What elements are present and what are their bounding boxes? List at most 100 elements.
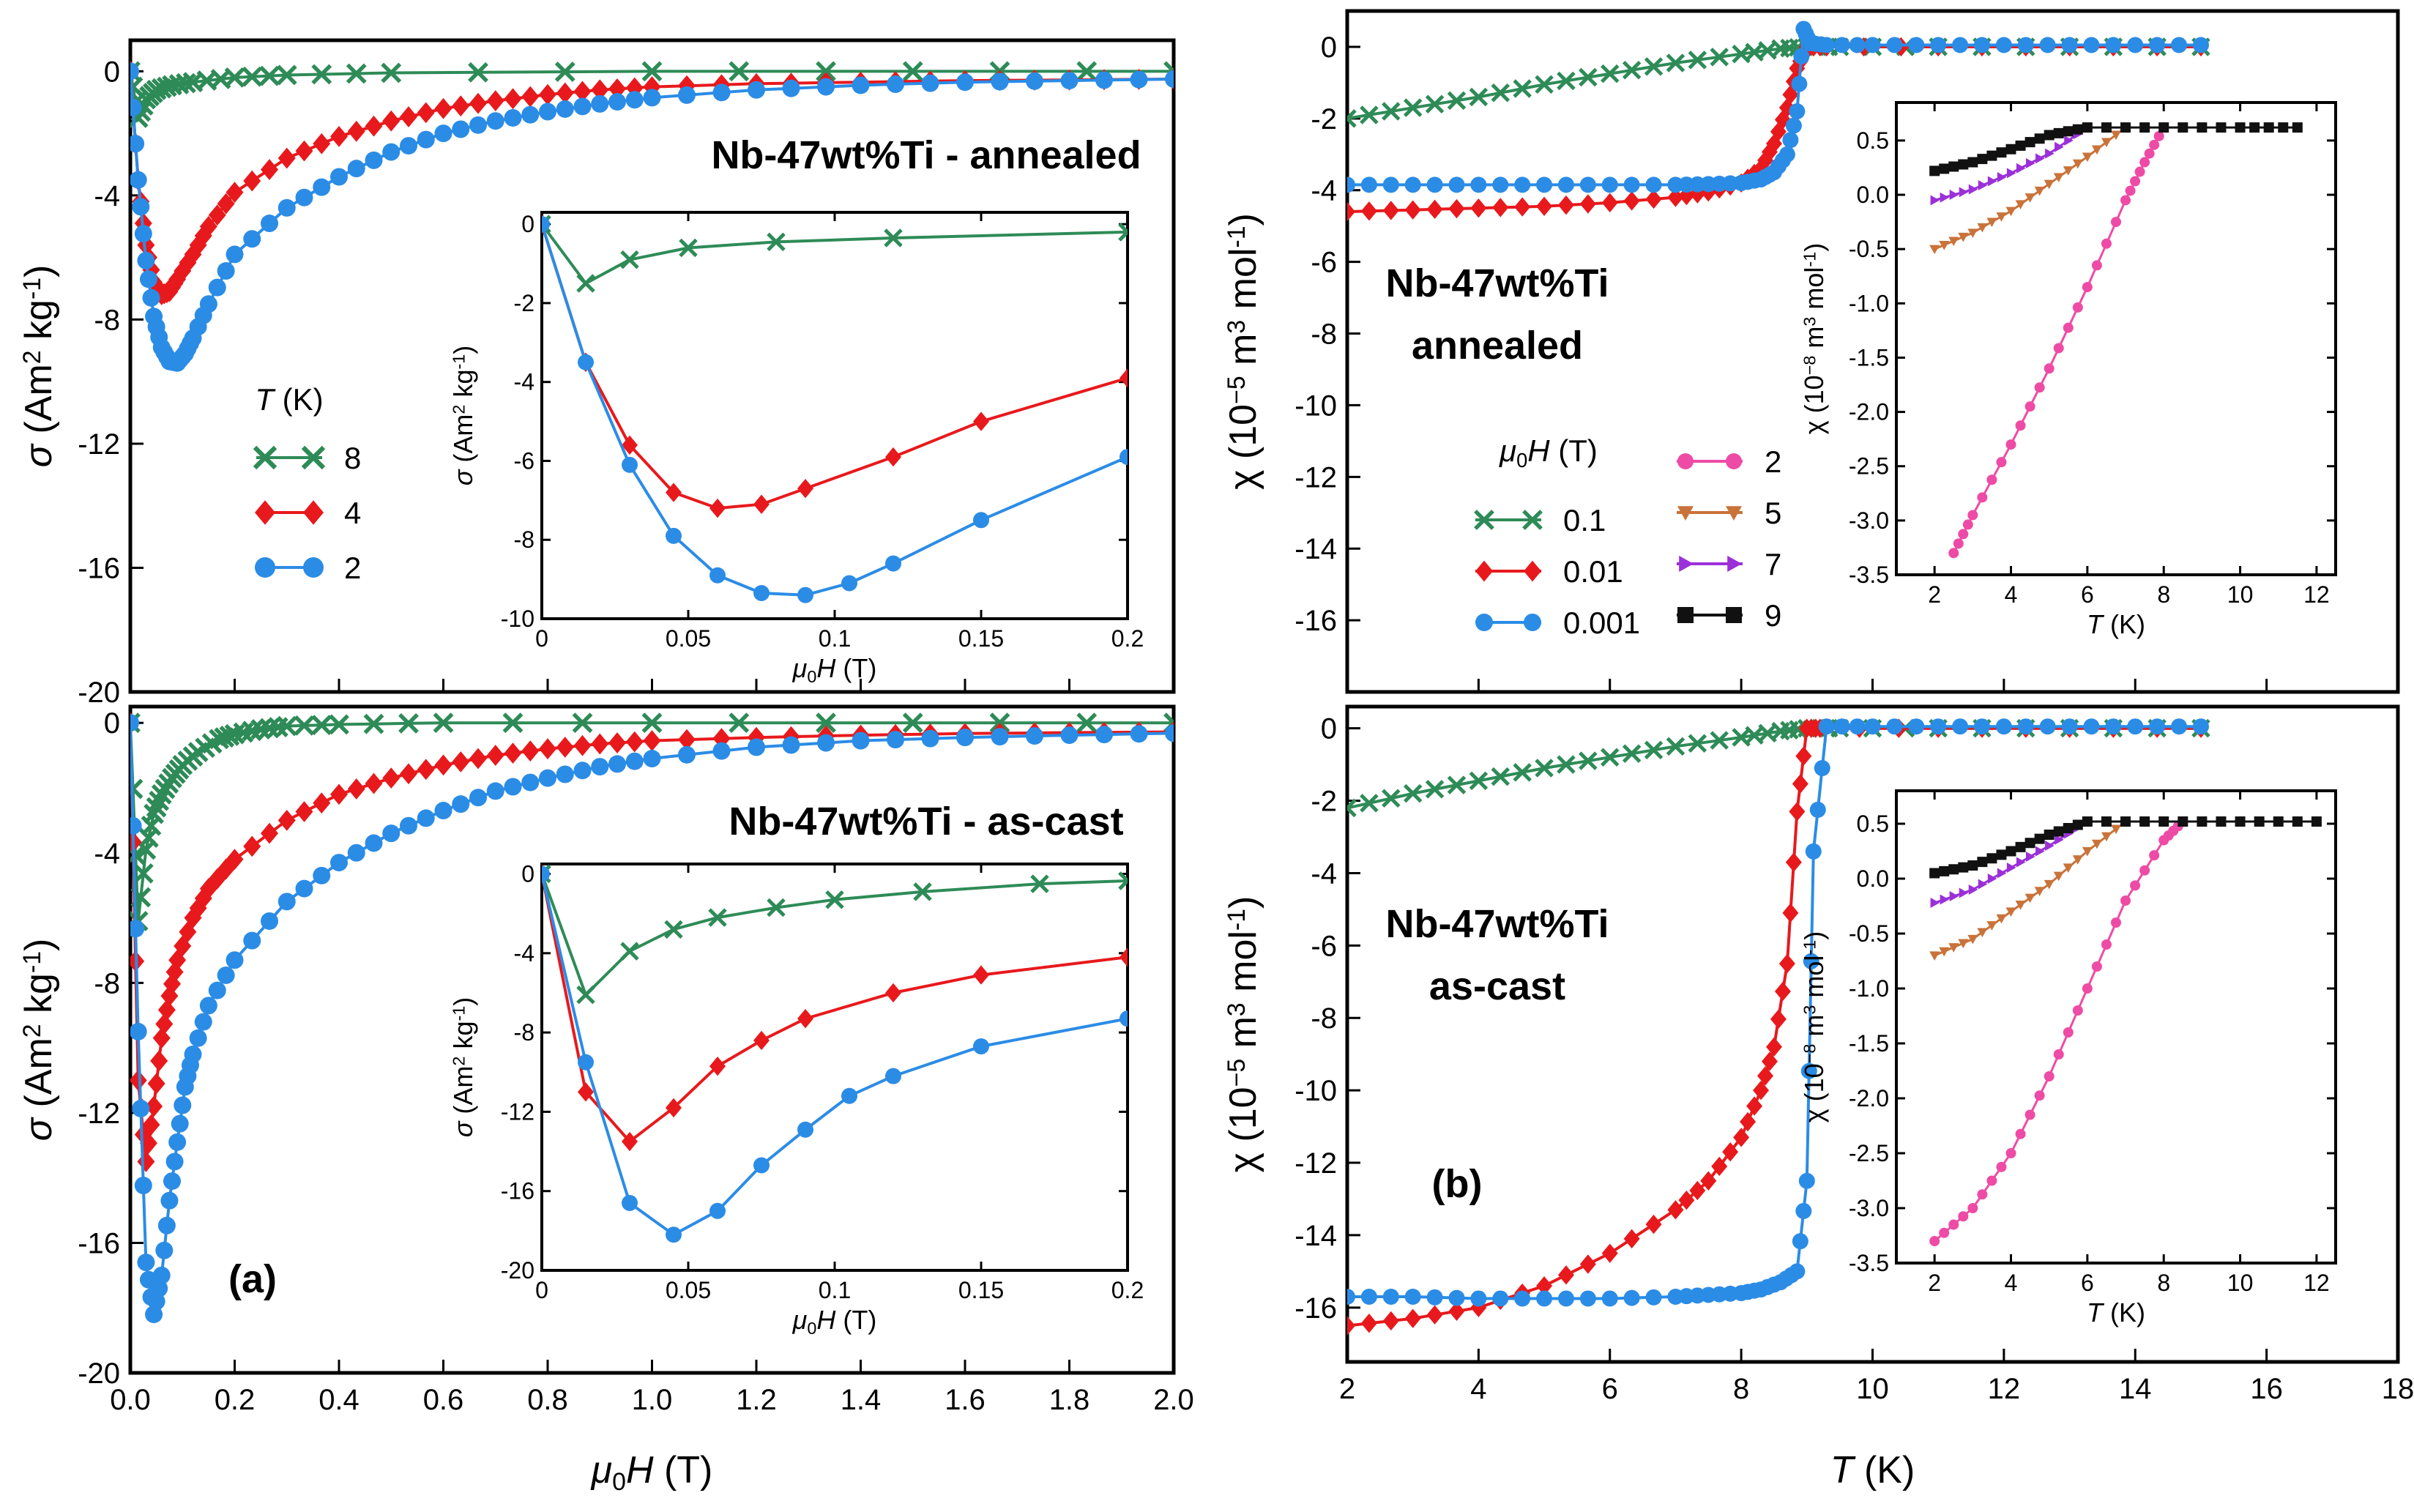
b_top-inset-series-7-point <box>2054 141 2064 152</box>
a_top-inset-series-8-point <box>679 238 698 258</box>
legend-a-item-8-label: 8 <box>344 441 361 475</box>
a_top-series-8-point <box>276 64 297 86</box>
b_top-series-0.1-point <box>1600 64 1620 83</box>
b_top-inset-series-5-point <box>2015 200 2026 210</box>
b_bottom-series-0.01-point <box>1347 1316 1355 1336</box>
a_top-series-2-point <box>887 75 904 94</box>
a_top-series-4-point <box>347 120 365 142</box>
a_bottom-series-2-point <box>921 729 939 748</box>
a_top-series-2-point <box>199 295 217 313</box>
a_bottom-inset-series-2-point <box>885 1068 901 1084</box>
b_bottom-inset-series-2-point <box>2015 1128 2026 1139</box>
a_bottom-series-4-point <box>145 1095 163 1117</box>
b_bottom-series-0.001-point <box>1557 1290 1574 1307</box>
a_top-ytick-label: -12 <box>78 428 120 461</box>
a_bottom-series-2-point <box>137 1254 155 1272</box>
a_bottom-series-2-point <box>145 1306 163 1324</box>
b_top-inset-ytick-label: -1.0 <box>1849 290 1889 316</box>
b_top-series-0.1-point <box>1347 109 1357 128</box>
b_bottom-inset-ytick-label: -1.0 <box>1849 975 1889 1002</box>
b_top-series-0.01-point <box>1470 198 1487 218</box>
a_bottom-series-4-point <box>147 1073 165 1095</box>
b_top-series-0.001-point <box>1623 176 1640 193</box>
a_bottom-inset-series-2-point <box>542 865 550 882</box>
a_bottom-series-8-point <box>502 712 524 734</box>
b_top-inset-series-2-point <box>2034 382 2045 393</box>
legend-b-item-0.01-marker <box>1524 560 1541 582</box>
a_bottom-inset-series-8-point <box>913 882 932 901</box>
b_top-series-0.01-point <box>1536 196 1553 216</box>
b_top-inset-series-7-point <box>2045 148 2054 159</box>
a_bottom-series-8-point <box>1076 712 1098 734</box>
b_bottom-series-0.1-point <box>1469 771 1489 791</box>
b_bottom-inset-ytick-label: -1.5 <box>1849 1030 1889 1057</box>
b_bottom-inset-series-2-point <box>2063 1027 2074 1038</box>
b_bottom-inset-series-5-point <box>1996 914 2007 924</box>
a_top-inset-series-2-point <box>841 575 857 592</box>
a_bottom-series-2-point <box>199 997 217 1015</box>
b_bottom-inset-series-2-point <box>2053 1049 2064 1059</box>
a_bottom-inset-series-4-point <box>753 1030 770 1051</box>
a_top-inset-series <box>542 214 1128 603</box>
b_top-series-0.1-point <box>1666 53 1685 72</box>
a_top-series-4-point <box>521 86 540 108</box>
a_top-series-2-point <box>956 73 974 92</box>
b_top-series-0.001-point <box>1470 176 1487 193</box>
b_top-series-0.01-point <box>1645 189 1662 209</box>
b_top-inset-series-5-point <box>1986 217 1997 228</box>
b_bottom-ytick-label: -10 <box>1294 1075 1337 1107</box>
b_bottom-xtick-label: 4 <box>1470 1373 1486 1405</box>
a_bottom-inset-series-2-point <box>973 1038 989 1055</box>
a_top-series-4-point <box>400 106 417 127</box>
b_bottom-inset-series-5-point <box>2034 887 2045 896</box>
a_top-series-2-point <box>591 94 609 113</box>
b_bottom-inset-series-7-point <box>1940 894 1950 905</box>
b_bottom-series-0.1-point <box>1347 798 1357 818</box>
a_bottom-inset-series-8-line <box>542 873 1128 998</box>
a_bottom-inset-series-8-point <box>767 898 786 917</box>
b_bottom-inset-series-2-point <box>1977 1189 1988 1200</box>
a_bottom-series-4-point <box>163 973 181 995</box>
a_bottom-series-2-point <box>782 736 800 754</box>
panel-b_top: 0 -2 -4 -6 -8 -10 -12 -14 -16 2 4 6 8 10 12 0.5 0.0 -0.5 -… <box>1222 9 2400 694</box>
b_bottom-inset-series-9-point <box>2072 819 2083 830</box>
a_bottom-series-4-point <box>142 1114 160 1136</box>
a_top-series-4-point <box>243 170 261 192</box>
b_bottom-inset-series-7-point <box>2035 846 2045 857</box>
b_top-inset-series-5-point <box>1939 241 1950 250</box>
b_bottom-inset-series-7-point <box>1978 879 1988 890</box>
b_bottom-series-0.01-point <box>1404 1308 1421 1328</box>
b_bottom-inset-xtick-label: 12 <box>2303 1270 2330 1296</box>
a_bottom-inset-xtick-label: 0.2 <box>1111 1277 1144 1303</box>
b_bottom-ytick-label: -14 <box>1294 1220 1337 1252</box>
legend-a-item-2-label: 2 <box>344 551 361 585</box>
b_top-series-0.1-point <box>1403 98 1423 117</box>
b_top-series-0.01-point <box>1514 197 1531 217</box>
a_bottom-series-8-point <box>276 715 297 737</box>
a_top-series-4-point <box>174 260 192 282</box>
b_bottom-series-0.1-point <box>1382 789 1401 808</box>
b_top-series-0.01-point <box>1382 201 1399 220</box>
a_bottom-inset-series-2-point <box>753 1157 770 1174</box>
a_top-inset: 0 0.05 0.1 0.15 0.2 0 -2 -4 -6 -8 -10 μ0H (T) σ (Am2… <box>448 211 1144 686</box>
b_bottom-inset-xtick-label: 6 <box>2081 1270 2094 1296</box>
legend-b-item-9-marker <box>1726 607 1742 623</box>
b_bottom-series-0.001-point <box>2149 718 2166 735</box>
b_bottom-series-0.1-point <box>1557 755 1576 774</box>
a_bottom-inset-series-8-point <box>1030 874 1049 893</box>
a_bottom-series-4-point <box>400 763 417 785</box>
a_top-series-2-point <box>608 93 626 111</box>
a_bottom-inset-series-4-point <box>622 1131 638 1152</box>
b_top-inset-xlabel: T (K) <box>2087 609 2145 639</box>
b_bottom-inset-series-7-point <box>1968 885 1978 895</box>
b_bottom-xtick-label: 2 <box>1339 1373 1355 1405</box>
b_bottom-inset-series-2-point <box>2034 1090 2045 1101</box>
b_top-series-0.1-point <box>1382 102 1401 121</box>
legend-a-title: T (K) <box>255 382 323 417</box>
a_top-series-2-point <box>142 288 160 307</box>
b_bottom-inset-series-2-point <box>2005 1148 2016 1158</box>
a_bottom-series-4-point <box>347 778 365 800</box>
a_bottom-xtick-label: 1.8 <box>1049 1384 1090 1416</box>
b_top-inset-series-5-point <box>2082 152 2093 163</box>
b_bottom-xtick-label: 16 <box>2250 1373 2283 1405</box>
